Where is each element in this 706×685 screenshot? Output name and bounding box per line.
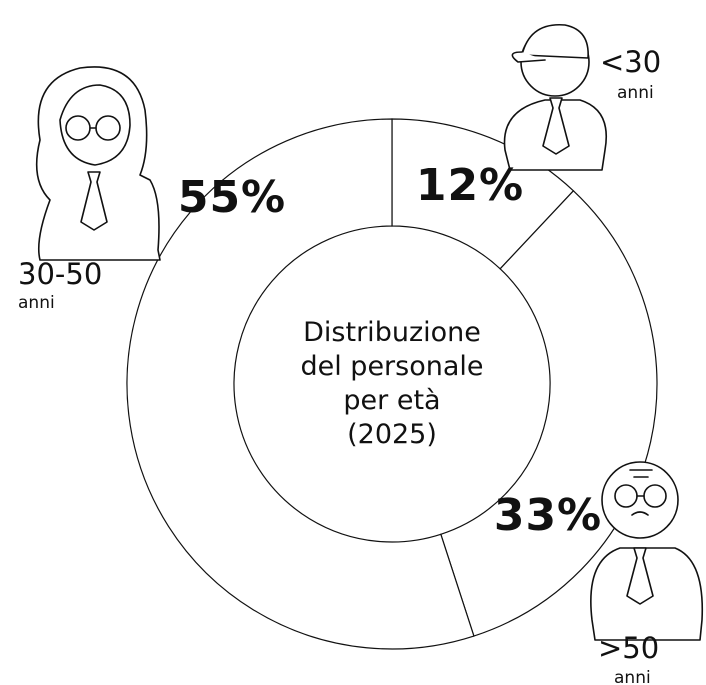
- title-line: (2025): [347, 419, 437, 450]
- value-label: 12%: [416, 160, 524, 211]
- figure-senior: [590, 461, 704, 641]
- category-unit: anni: [617, 83, 654, 103]
- category-unit: anni: [614, 668, 651, 685]
- donut-segment: [126, 118, 475, 650]
- title-line: Distribuzione: [303, 317, 481, 348]
- donut-segment: [440, 189, 658, 637]
- figure-young: [503, 24, 607, 171]
- ring: [126, 118, 658, 650]
- value-label: 55%: [178, 172, 286, 223]
- title-line: per età: [343, 385, 441, 416]
- category-label: >50: [598, 631, 659, 665]
- category-label: <30: [600, 45, 661, 79]
- figure-woman: [35, 66, 161, 261]
- value-label: 33%: [494, 490, 602, 541]
- center-title: Distribuzione del personale per età (2025): [232, 316, 552, 452]
- title-line: del personale: [300, 351, 484, 382]
- category-label: 30-50: [18, 257, 102, 291]
- category-unit: anni: [18, 293, 55, 313]
